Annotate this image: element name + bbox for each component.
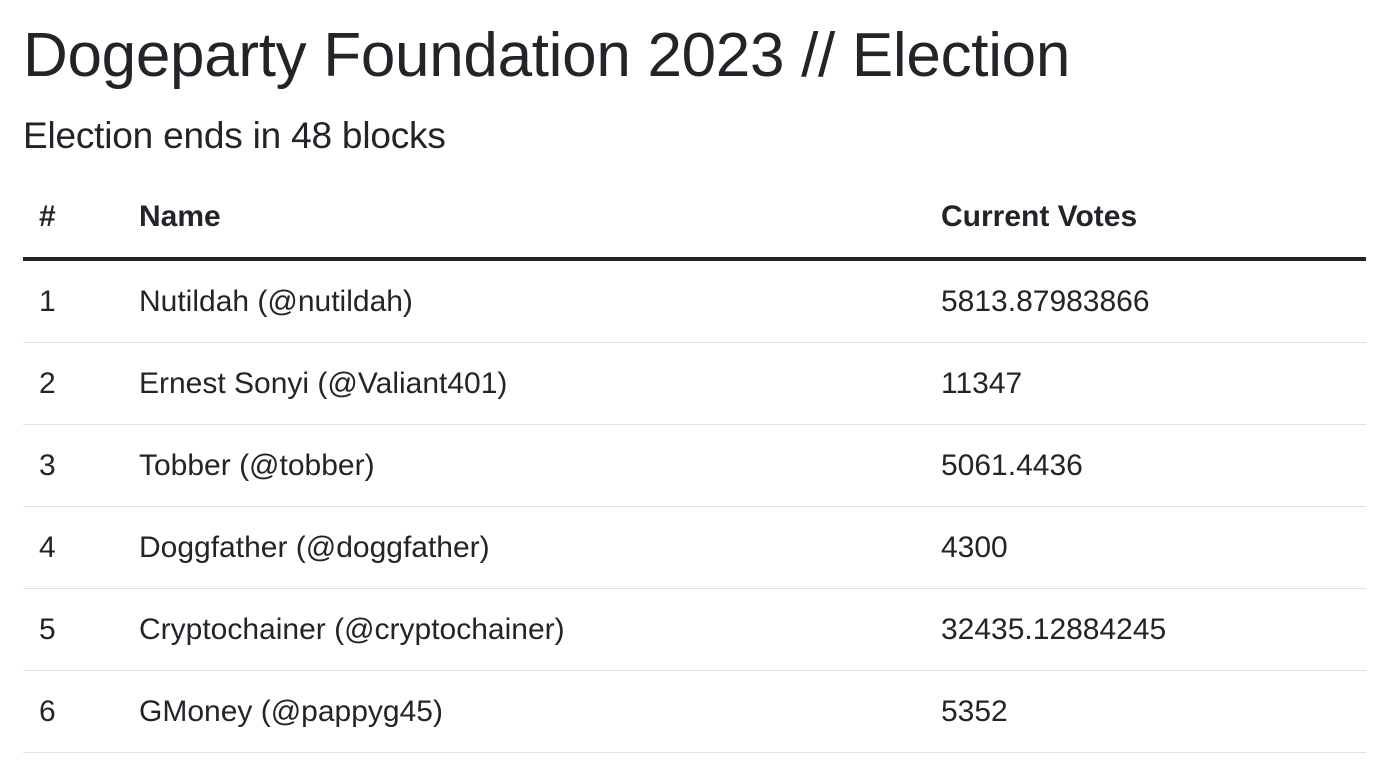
- vote-count: 5061.4436: [925, 424, 1366, 507]
- table-row: 1 Nutildah (@nutildah) 5813.87983866: [23, 259, 1366, 343]
- vote-count: 32435.12884245: [925, 588, 1366, 671]
- vote-count: 4300: [925, 506, 1366, 589]
- row-number: 4: [23, 506, 123, 589]
- column-header-votes: Current Votes: [925, 177, 1366, 261]
- column-header-number: #: [23, 177, 123, 261]
- page-title: Dogeparty Foundation 2023 // Election: [23, 21, 1071, 90]
- table-header-row: # Name Current Votes: [23, 177, 1366, 261]
- table-row: 2 Ernest Sonyi (@Valiant401) 11347: [23, 342, 1366, 425]
- candidate-name: Tobber (@tobber): [123, 424, 925, 507]
- table-row: 4 Doggfather (@doggfather) 4300: [23, 506, 1366, 589]
- election-status: Election ends in 48 blocks: [23, 115, 446, 156]
- row-number: 1: [23, 259, 123, 343]
- vote-count: 11347: [925, 342, 1366, 425]
- row-number: 5: [23, 588, 123, 671]
- column-header-name: Name: [123, 177, 925, 261]
- table-row: 6 GMoney (@pappyg45) 5352: [23, 670, 1366, 753]
- vote-count: 5813.87983866: [925, 259, 1366, 343]
- table-row: 3 Tobber (@tobber) 5061.4436: [23, 424, 1366, 507]
- candidate-name: Cryptochainer (@cryptochainer): [123, 588, 925, 671]
- row-number: 2: [23, 342, 123, 425]
- row-number: 6: [23, 670, 123, 753]
- candidate-name: Nutildah (@nutildah): [123, 259, 925, 343]
- candidate-name: Doggfather (@doggfather): [123, 506, 925, 589]
- row-number: 3: [23, 424, 123, 507]
- vote-count: 5352: [925, 670, 1366, 753]
- votes-table: # Name Current Votes 1 Nutildah (@nutild…: [23, 177, 1366, 753]
- table-row: 5 Cryptochainer (@cryptochainer) 32435.1…: [23, 588, 1366, 671]
- candidate-name: GMoney (@pappyg45): [123, 670, 925, 753]
- candidate-name: Ernest Sonyi (@Valiant401): [123, 342, 925, 425]
